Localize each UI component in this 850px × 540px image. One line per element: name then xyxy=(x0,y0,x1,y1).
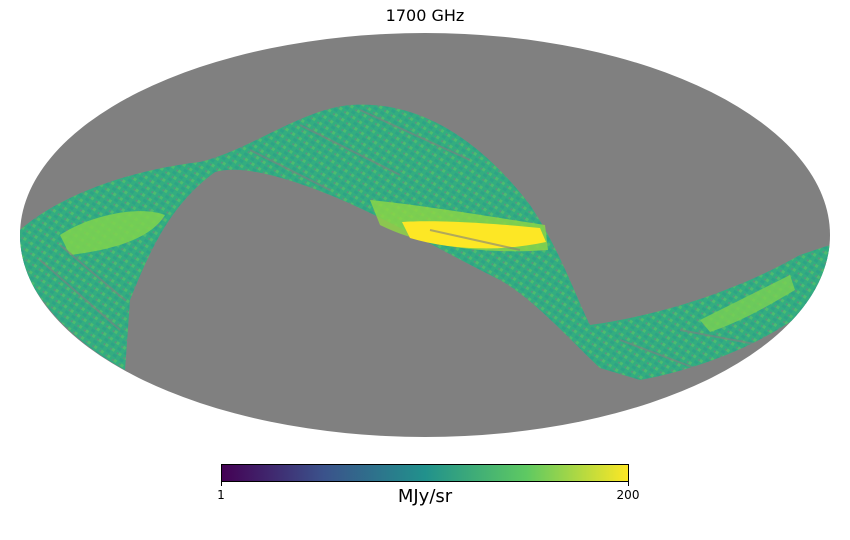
colorbar-tick-min xyxy=(221,482,222,486)
colorbar-unit: MJy/sr xyxy=(397,486,453,507)
bright-emission xyxy=(700,275,795,332)
galactic-plane-peak xyxy=(402,221,546,249)
bright-emission xyxy=(60,211,165,255)
colorbar-min-label: 1 xyxy=(217,488,225,502)
colorbar-tick-max xyxy=(628,482,629,486)
colorbar xyxy=(221,464,629,482)
map-title: 1700 GHz xyxy=(385,6,465,25)
sky-map xyxy=(20,33,830,437)
band-texture xyxy=(20,104,830,381)
scan-gaps xyxy=(39,109,761,371)
colorbar-max-label: 200 xyxy=(616,488,640,502)
